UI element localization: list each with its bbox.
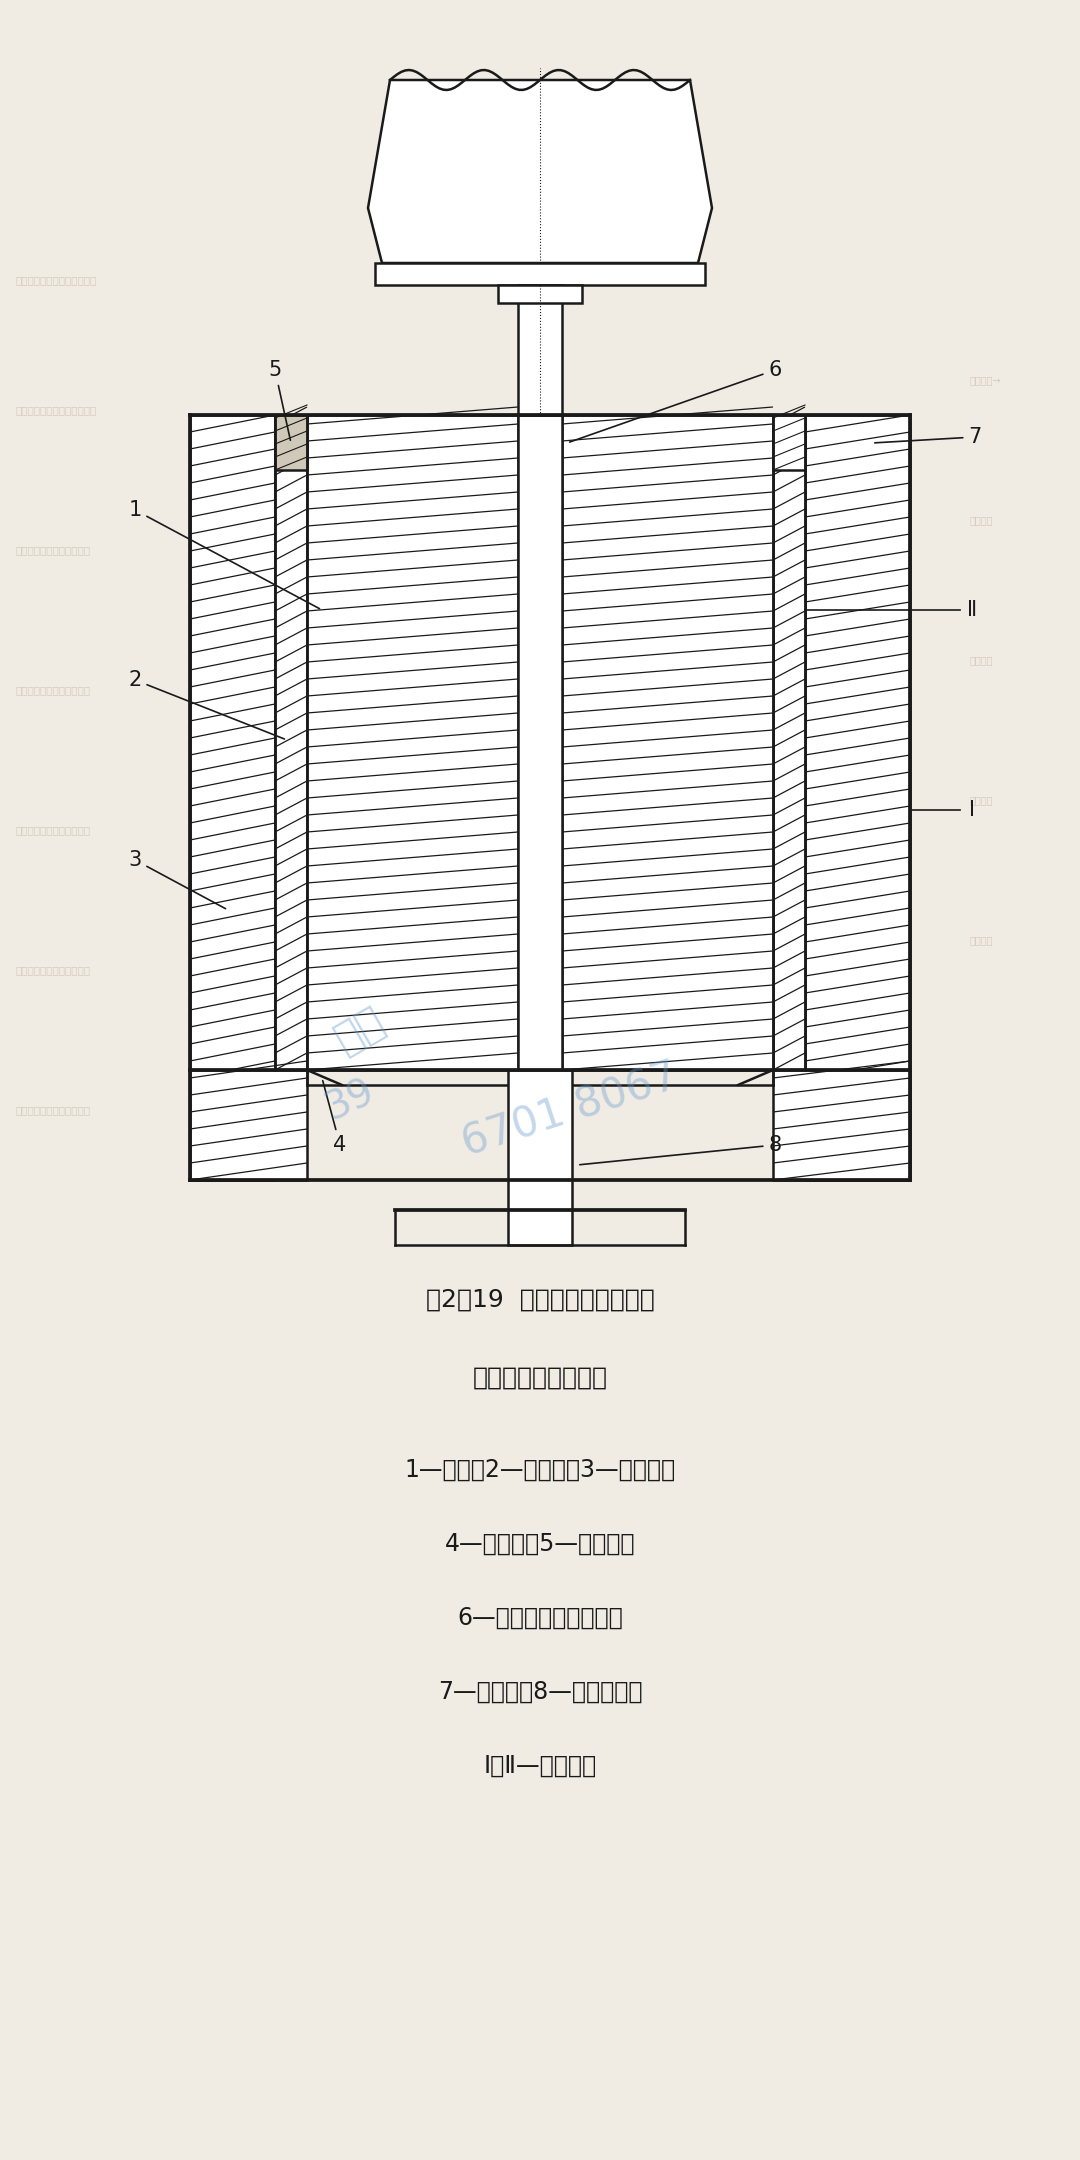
Text: 3: 3 [129,851,226,909]
Text: 对中环节专业学校机械分院: 对中环节专业学校机械分院 [15,966,90,974]
Text: 1: 1 [129,499,320,609]
Text: 内辩节点: 内辩节点 [970,935,994,946]
Text: 联轴结构球体平横节主要尺寸: 联轴结构球体平横节主要尺寸 [15,274,96,285]
Text: 测绘大赛对等专业学校内辩: 测绘大赛对等专业学校内辩 [15,825,90,836]
Text: 6701 8067: 6701 8067 [457,1056,684,1164]
Text: 7: 7 [875,428,982,447]
Text: 5: 5 [268,361,291,441]
Bar [805,415,910,1179]
Text: Ⅰ: Ⅰ [969,799,975,821]
Text: 机械分院: 机械分院 [970,654,994,665]
Bar [508,1069,572,1244]
Bar [773,1069,910,1179]
Text: 7—对中环；8—下支承杆；: 7—对中环；8—下支承杆； [437,1680,643,1704]
Text: 4—剪切环；5—润滑剂；: 4—剪切环；5—润滑剂； [445,1531,635,1555]
Bar [275,415,307,1069]
Text: 6: 6 [569,361,782,443]
Bar [307,415,518,1069]
Bar [773,415,805,471]
Text: 澳心中等专业学校机械分院: 澳心中等专业学校机械分院 [15,544,90,555]
Text: 内容简介: 内容简介 [970,514,994,525]
Text: 至德: 至德 [328,1000,392,1061]
Text: 1—坯料；2—内衬套；3—穿孔筒；: 1—坯料；2—内衬套；3—穿孔筒； [404,1458,676,1482]
Text: 专业学校: 专业学校 [970,795,994,806]
Text: 图2－19  实心坯料在穿孔机上: 图2－19 实心坯料在穿孔机上 [426,1287,654,1311]
Bar [518,415,562,1074]
Text: 39: 39 [320,1071,380,1128]
Polygon shape [518,1074,562,1125]
Text: 8: 8 [580,1134,782,1164]
Bar [773,415,805,1069]
Text: 数控加工对中专业学校内辩: 数控加工对中专业学校内辩 [15,1106,90,1115]
Text: 极少数封面目录总序内容简介: 极少数封面目录总序内容简介 [15,406,96,415]
Text: Ⅰ，Ⅱ—滑动表面: Ⅰ，Ⅱ—滑动表面 [484,1754,596,1778]
Bar [375,264,705,285]
Text: 穿孔成空心坯示意图: 穿孔成空心坯示意图 [473,1365,607,1391]
Text: 联轴结构→: 联轴结构→ [970,376,1001,384]
Text: 6—带穿孔头的穿孔针；: 6—带穿孔头的穿孔针； [457,1607,623,1631]
Bar [190,1069,307,1179]
Bar [498,285,582,302]
Text: 顶选大赛中等专业学校内辩: 顶选大赛中等专业学校内辩 [15,685,90,696]
Bar [275,415,307,471]
Text: 2: 2 [129,670,284,739]
Bar [190,415,275,1179]
Text: Ⅱ: Ⅱ [967,600,977,620]
Polygon shape [368,80,712,264]
Bar [562,415,773,1069]
Text: 4: 4 [323,1080,347,1156]
Bar [518,285,562,415]
